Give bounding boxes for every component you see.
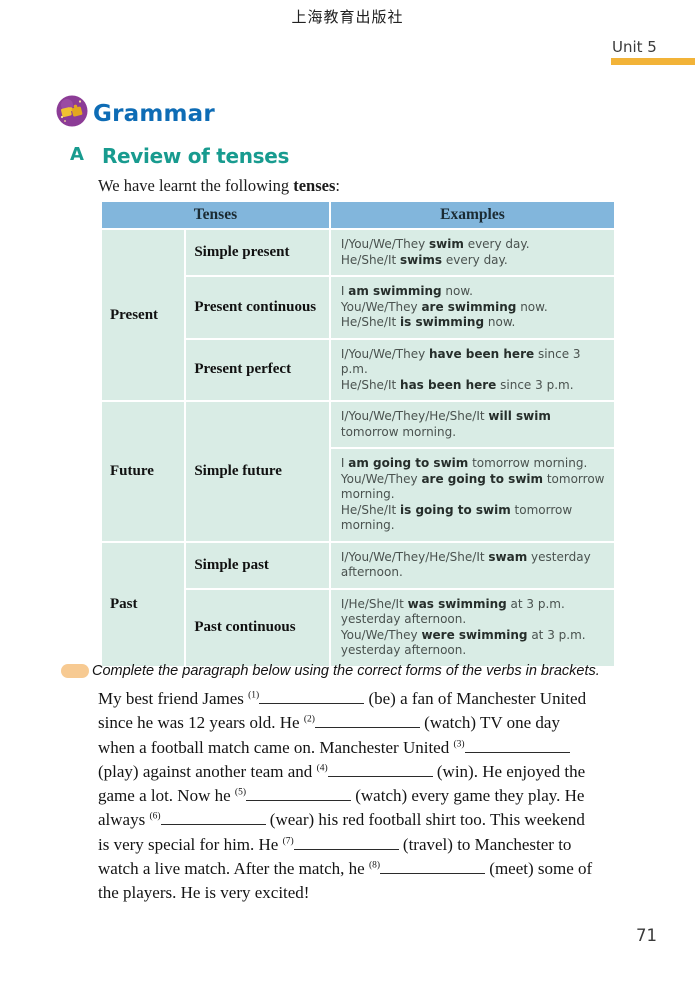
example-line: He/She/It is swimming now. (340, 315, 516, 329)
table-row: Past continuous I/He/She/It was swimming … (101, 587, 617, 668)
tense-name-cell: Present perfect (184, 337, 331, 402)
example-line: He/She/It has been here since 3 p.m. (340, 377, 574, 392)
unit-underline-bar (611, 58, 695, 65)
tense-name-cell: Present continuous (184, 275, 331, 340)
unit-label: Unit 5 (612, 38, 657, 56)
blank-number: (1) (248, 690, 260, 701)
blank-number: (6) (149, 811, 161, 822)
tense-group-label: Present (99, 228, 187, 402)
fill-in-blank (245, 786, 351, 802)
table-row: Present perfect I/You/We/They have been h… (101, 337, 617, 402)
blank-number: (4) (316, 763, 328, 774)
tense-name-cell: Past continuous (184, 587, 331, 668)
example-line: I am going to swim tomorrow morning. (340, 456, 588, 470)
tense-name-cell: Simple present (184, 228, 331, 277)
table-row: Future Simple future I/You/We/They/He/She/… (99, 400, 617, 543)
examples-column-header: Examples (328, 200, 617, 230)
example-line: He/She/It is going to swim tomorrow morn… (340, 502, 573, 533)
fill-in-blank (380, 859, 486, 875)
example-line: I/You/We/They have been here since 3 p.m… (340, 346, 581, 377)
tense-name-cell: Simple past (184, 540, 331, 590)
example-cell: I am going to swim tomorrow morning. You/… (328, 447, 617, 543)
tense-group-label: Past (99, 540, 187, 668)
example-line: You/We/They are swimming now. (340, 299, 548, 314)
grammar-title: Grammar (93, 100, 215, 127)
publisher-title: 上海教育出版社 (291, 10, 404, 26)
section-letter: A (70, 144, 84, 165)
intro-text-after: : (335, 176, 340, 195)
table-row: Present Simple present I/You/We/They swim … (99, 228, 617, 402)
blank-number: (7) (282, 836, 294, 847)
tense-table: Tenses Examples Present Simple present I/Y… (99, 200, 617, 668)
intro-sentence: We have learnt the following tenses: (98, 176, 340, 196)
paragraph-line: game a lot. Now he (5) (watch) every gam… (98, 786, 585, 806)
exercise-instruction-row: Complete the paragraph below using the c… (61, 663, 600, 679)
table-row: Present continuous I am swimming now. You/… (101, 275, 617, 340)
fill-in-blank (327, 762, 433, 777)
exercise-bullet-tab (61, 664, 89, 678)
example-cell: I/He/She/It was swimming at 3 p.m. yeste… (328, 587, 617, 668)
example-cell: I am swimming now. You/We/They are swimmi… (328, 275, 617, 340)
example-cell: I/You/We/They have been here since 3 p.m… (328, 337, 617, 402)
fill-in-blank (160, 810, 266, 826)
tense-name-cell: Simple future (184, 400, 331, 543)
paragraph-line: when a football match came on. Mancheste… (98, 736, 658, 760)
table-row: Past Simple past I/You/We/They/He/She/It s… (99, 540, 617, 668)
blank-number: (2) (303, 714, 315, 725)
section-heading: A Review of tenses (70, 144, 289, 168)
paragraph-line: always (6) (wear) his red football shirt… (98, 810, 585, 830)
fill-in-blank (293, 835, 399, 850)
intro-text-before: We have learnt the following (98, 176, 294, 195)
example-cell: I/You/We/They swim every day. He/She/It s… (328, 228, 617, 277)
tenses-column-header: Tenses (100, 200, 331, 230)
example-line: I/You/We/They/He/She/It swam yesterday a… (340, 549, 591, 580)
example-line: He/She/It swims every day. (340, 252, 508, 267)
paragraph-line: since he was 12 years old. He (2) (watch… (98, 713, 560, 733)
section-title: Review of tenses (101, 144, 290, 168)
paragraph-line: My best friend James (1) (be) a fan of M… (98, 689, 587, 708)
blank-number: (3) (453, 738, 465, 749)
example-line: You/We/They were swimming at 3 p.m. yest… (340, 627, 586, 658)
example-line: You/We/They are going to swim tomorrow m… (340, 471, 605, 502)
paragraph-line: is very special for him. He (7) (travel)… (98, 834, 572, 854)
tense-group-label: Future (99, 400, 187, 543)
paragraph-line: watch a live match. After the match, he … (98, 859, 593, 879)
example-line: I am swimming now. (340, 284, 473, 298)
example-cell: I/You/We/They/He/She/It will swim tomorr… (328, 400, 617, 449)
example-line: I/You/We/They/He/She/It will swim tomorr… (340, 409, 551, 439)
example-line: I/He/She/It was swimming at 3 p.m. yeste… (340, 596, 565, 627)
paragraph-line: the players. He is very excited! (98, 883, 310, 903)
page-number: 71 (636, 926, 657, 945)
fill-in-blank (464, 738, 570, 753)
grammar-heading: Grammar (55, 94, 215, 133)
example-cell: I/You/We/They/He/She/It swam yesterday a… (328, 540, 617, 590)
table-row: I am going to swim tomorrow morning. You/… (101, 447, 617, 543)
paragraph-line: (play) against another team and (4) (win… (98, 761, 586, 781)
fill-in-blank (259, 689, 365, 704)
intro-bold-word: tenses (293, 176, 336, 195)
exercise-paragraph: My best friend James (1) (be) a fan of M… (98, 687, 658, 906)
table-header-row: Tenses Examples (100, 200, 617, 230)
puzzle-pieces-icon (55, 94, 89, 133)
example-line: I/You/We/They swim every day. (340, 237, 530, 251)
blank-number: (5) (234, 787, 246, 798)
fill-in-blank (314, 713, 420, 729)
exercise-instruction: Complete the paragraph below using the c… (92, 663, 600, 679)
blank-number: (8) (368, 860, 381, 871)
